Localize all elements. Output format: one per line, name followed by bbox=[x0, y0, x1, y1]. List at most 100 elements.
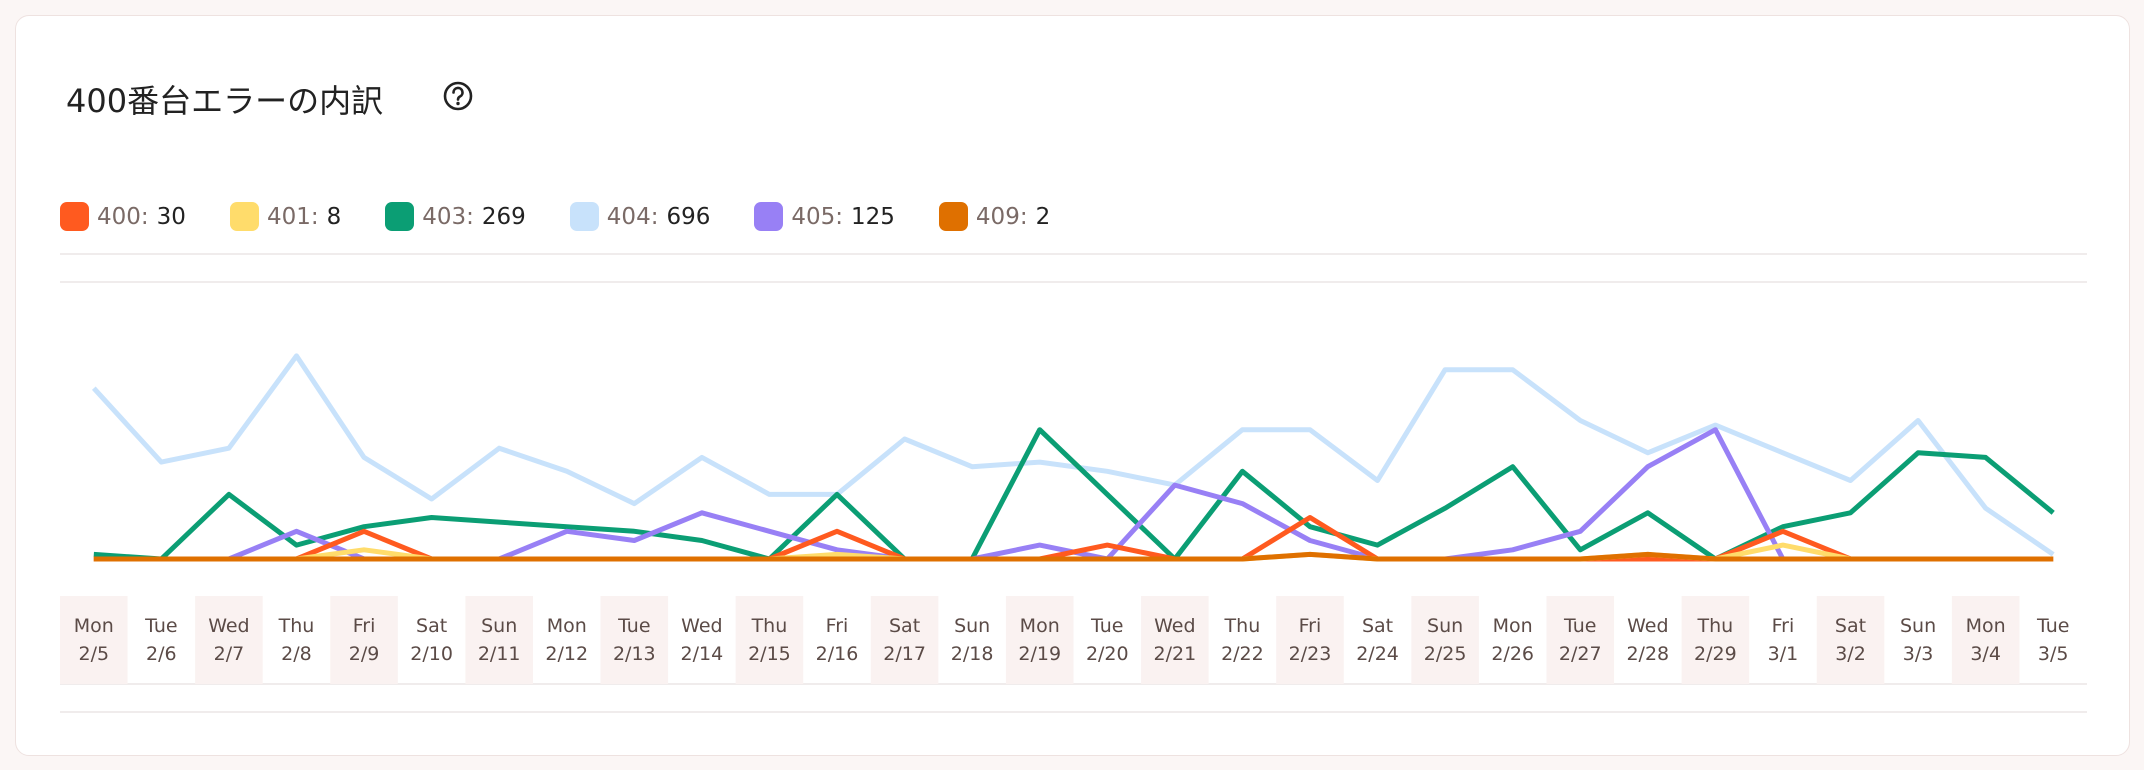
x-tick-label: Mon 2/26 bbox=[1479, 596, 1547, 684]
legend-name: 405 bbox=[791, 203, 836, 230]
legend-swatch bbox=[754, 202, 784, 231]
legend-sep: : bbox=[140, 203, 149, 230]
day-band bbox=[1005, 596, 1074, 684]
x-tick-text: Sat 2/10 bbox=[410, 615, 453, 665]
legend-item: 401: 8 bbox=[229, 202, 341, 231]
x-tick-label: Wed 2/14 bbox=[668, 596, 736, 684]
x-tick-label: Fri 2/16 bbox=[803, 596, 871, 684]
day-band bbox=[1276, 596, 1344, 684]
legend-swatch bbox=[938, 202, 968, 231]
legend-sep: : bbox=[466, 203, 474, 230]
x-tick-text: Thu 2/22 bbox=[1221, 615, 1264, 665]
x-tick-text: Sun 2/18 bbox=[950, 615, 994, 665]
x-tick-label: Mon 2/12 bbox=[533, 596, 601, 684]
x-tick-text: Tue 2/13 bbox=[612, 615, 656, 665]
day-band bbox=[195, 596, 263, 684]
x-tick-text: Mon 3/4 bbox=[1965, 615, 2006, 665]
legend-name: 409 bbox=[975, 203, 1020, 230]
x-tick-label: Thu 2/29 bbox=[1682, 596, 1750, 684]
day-band bbox=[1951, 596, 2020, 684]
legend-text: 403: 269 bbox=[422, 204, 526, 230]
day-band bbox=[1411, 596, 1479, 684]
legend-item: 403: 269 bbox=[385, 202, 526, 231]
x-tick-text: Fri 2/9 bbox=[348, 615, 380, 665]
x-tick-text: Sun 3/3 bbox=[1900, 615, 1937, 665]
day-band bbox=[465, 596, 533, 684]
x-tick-text: Wed 2/21 bbox=[1153, 615, 1197, 665]
x-tick-label: Thu 2/22 bbox=[1209, 596, 1277, 684]
x-tick-text: Wed 2/28 bbox=[1626, 615, 1670, 665]
help-icon[interactable] bbox=[442, 80, 474, 112]
x-tick-label: Sun 2/18 bbox=[938, 596, 1006, 684]
legend-sep: : bbox=[310, 203, 319, 230]
day-band bbox=[330, 596, 398, 684]
day-band bbox=[1141, 596, 1209, 684]
x-tick-label: Mon 2/19 bbox=[1006, 596, 1074, 684]
x-tick-text: Fri 2/16 bbox=[815, 615, 859, 665]
x-tick-label: Sun 3/3 bbox=[1884, 596, 1952, 684]
legend-sep: : bbox=[1019, 203, 1028, 230]
legend-swatch bbox=[385, 202, 415, 231]
x-tick-text: Tue 3/5 bbox=[2036, 615, 2070, 665]
chart-title: 400番台エラーの内訳 bbox=[66, 82, 384, 120]
x-tick-text: Thu 2/15 bbox=[748, 615, 791, 665]
day-band bbox=[1681, 596, 1750, 684]
legend-total: 2 bbox=[1035, 203, 1051, 230]
x-tick-label: Sun 2/11 bbox=[465, 596, 533, 684]
x-tick-label: Tue 3/5 bbox=[2019, 596, 2087, 684]
x-tick-label: Mon 3/4 bbox=[1952, 596, 2020, 684]
x-tick-label: Mon 2/5 bbox=[60, 596, 128, 684]
x-tick-label: Sat 3/2 bbox=[1817, 596, 1885, 684]
x-tick-label: Sat 2/10 bbox=[398, 596, 466, 684]
x-tick-label: Sun 2/25 bbox=[1411, 596, 1479, 684]
x-tick-text: Sun 2/11 bbox=[477, 615, 521, 665]
x-tick-label: Tue 2/6 bbox=[128, 596, 196, 684]
legend-total: 8 bbox=[326, 203, 342, 230]
x-tick-text: Thu 2/29 bbox=[1694, 615, 1737, 665]
x-tick-label: Fri 2/23 bbox=[1276, 596, 1344, 684]
x-tick-label: Wed 2/7 bbox=[195, 596, 263, 684]
x-tick-text: Wed 2/7 bbox=[208, 615, 250, 665]
legend-name: 401 bbox=[266, 203, 311, 230]
legend-name: 403 bbox=[422, 203, 467, 230]
x-tick-text: Tue 2/27 bbox=[1558, 615, 1602, 665]
x-tick-label: Wed 2/21 bbox=[1141, 596, 1209, 684]
x-tick-text: Thu 2/8 bbox=[278, 615, 315, 665]
legend-item: 400: 30 bbox=[60, 202, 186, 231]
x-tick-label: Fri 2/9 bbox=[330, 596, 398, 684]
x-tick-label: Thu 2/15 bbox=[736, 596, 804, 684]
x-tick-text: Tue 2/20 bbox=[1085, 615, 1129, 665]
legend-text: 404: 696 bbox=[607, 204, 711, 230]
x-tick-label: Tue 2/13 bbox=[601, 596, 669, 684]
day-band bbox=[870, 596, 939, 684]
x-tick-text: Fri 2/23 bbox=[1288, 615, 1332, 665]
x-tick-text: Sun 2/25 bbox=[1423, 615, 1467, 665]
legend-text: 400: 30 bbox=[97, 204, 186, 230]
x-tick-text: Tue 2/6 bbox=[145, 615, 178, 665]
x-tick-label: Tue 2/20 bbox=[1074, 596, 1142, 684]
legend-name: 400 bbox=[97, 203, 141, 230]
x-tick-label: Thu 2/8 bbox=[263, 596, 331, 684]
legend-swatch bbox=[60, 202, 89, 231]
day-band bbox=[60, 596, 128, 684]
legend-swatch bbox=[569, 202, 599, 231]
legend-total: 269 bbox=[481, 203, 526, 230]
x-tick-text: Fri 3/1 bbox=[1767, 615, 1799, 665]
x-tick-text: Mon 2/26 bbox=[1491, 615, 1534, 665]
x-tick-text: Mon 2/5 bbox=[73, 615, 114, 665]
x-tick-label: Fri 3/1 bbox=[1749, 596, 1817, 684]
legend: 400: 30 401: 8 403: 269 404: 696 405: 125 409: 2 bbox=[60, 202, 1050, 231]
legend-name: 404 bbox=[606, 203, 651, 230]
x-tick-text: Mon 2/12 bbox=[545, 615, 589, 665]
day-band bbox=[600, 596, 669, 684]
legend-text: 409: 2 bbox=[976, 204, 1050, 230]
series-line bbox=[93, 551, 2054, 562]
legend-item: 409: 2 bbox=[938, 202, 1050, 231]
x-tick-text: Sat 3/2 bbox=[1834, 615, 1867, 665]
legend-text: 401: 8 bbox=[267, 204, 341, 230]
legend-total: 696 bbox=[666, 203, 711, 230]
x-tick-text: Sat 2/17 bbox=[883, 615, 926, 665]
legend-item: 404: 696 bbox=[569, 202, 711, 231]
x-tick-text: Sat 2/24 bbox=[1356, 615, 1399, 665]
